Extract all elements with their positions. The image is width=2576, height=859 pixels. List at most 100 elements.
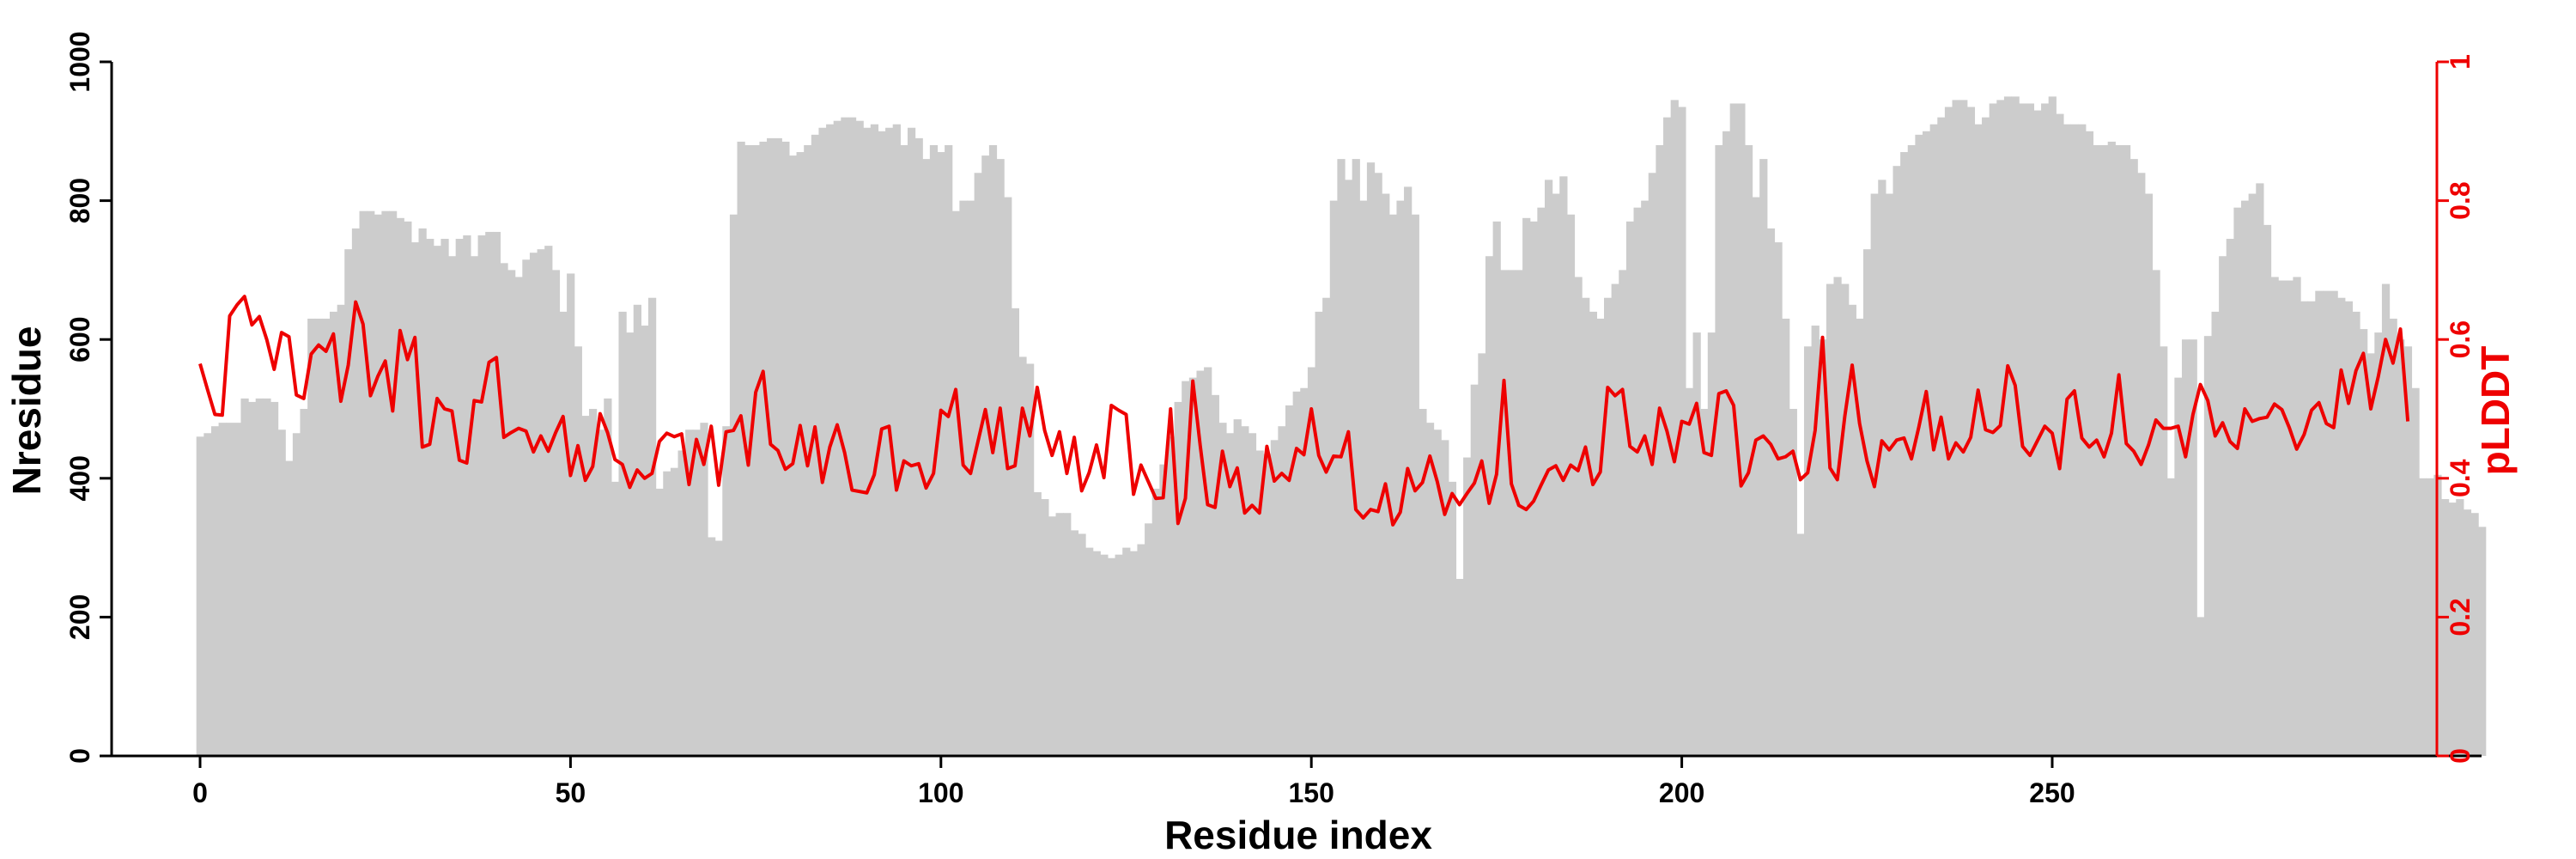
bar <box>774 137 782 756</box>
bar <box>1263 454 1272 756</box>
bar <box>1552 193 1560 756</box>
bar <box>314 318 323 756</box>
x-tick-label: 250 <box>2029 777 2075 808</box>
bar <box>2226 239 2234 756</box>
y2-tick-label: 0.6 <box>2445 320 2476 358</box>
bar <box>2196 617 2205 756</box>
bar <box>233 423 242 756</box>
bar <box>1292 391 1301 756</box>
bar <box>2330 290 2338 756</box>
bar <box>685 430 694 756</box>
bar <box>655 488 664 756</box>
bar <box>1315 311 1323 756</box>
bar <box>1026 363 1035 756</box>
bar <box>2256 183 2264 756</box>
bar <box>848 117 857 756</box>
bar <box>381 210 390 757</box>
bar <box>1455 578 1464 756</box>
bar <box>981 155 990 756</box>
bar <box>1159 464 1168 756</box>
bar <box>1329 200 1338 757</box>
bar <box>841 117 849 756</box>
bar <box>463 235 471 756</box>
bar <box>647 297 657 757</box>
bar <box>2360 329 2368 756</box>
bar <box>1359 200 1368 757</box>
bar <box>596 430 605 756</box>
bar <box>1692 332 1701 756</box>
bar <box>2448 503 2457 756</box>
bar <box>2203 336 2213 756</box>
bar <box>2174 377 2183 756</box>
y-axis-right: 0 0.2 0.4 0.6 0.8 1 <box>2435 54 2476 764</box>
bar <box>1166 436 1176 756</box>
y2-ticks: 0 0.2 0.4 0.6 0.8 1 <box>2437 54 2476 764</box>
bar <box>448 256 457 756</box>
bar <box>337 304 345 756</box>
bar <box>2160 346 2168 756</box>
y-ticks: 0 200 400 600 800 1000 <box>64 31 112 764</box>
bar <box>1196 370 1205 756</box>
bar <box>1811 326 1820 756</box>
bar <box>1707 332 1716 756</box>
bar <box>2270 277 2279 757</box>
bar <box>826 124 835 757</box>
bar <box>2019 103 2027 757</box>
bar <box>1974 124 1983 757</box>
bar <box>1515 270 1523 756</box>
bar <box>1241 426 1249 756</box>
y2-tick-label: 0.8 <box>2445 181 2476 219</box>
bar <box>1878 180 1886 757</box>
bar <box>2070 124 2079 757</box>
bar <box>1937 117 1946 756</box>
bar <box>929 144 939 756</box>
bar <box>2211 311 2220 756</box>
bar <box>1122 547 1131 756</box>
bar <box>522 259 531 756</box>
bar <box>2322 290 2331 756</box>
bar <box>270 401 279 756</box>
bar <box>1055 513 1064 756</box>
x-tick-label: 200 <box>1659 777 1704 808</box>
bar <box>2478 527 2487 756</box>
bar <box>1115 554 1123 756</box>
bar <box>1915 134 1923 757</box>
bar <box>1715 144 1723 756</box>
bar <box>1893 166 1901 756</box>
y-tick-label: 600 <box>64 317 95 362</box>
bar <box>818 127 827 756</box>
bar <box>855 120 864 756</box>
bar <box>1619 270 1627 756</box>
bar <box>1382 193 1390 756</box>
y2-axis-title: pLDDT <box>2473 346 2518 476</box>
y2-tick-label: 1 <box>2445 54 2476 70</box>
bar <box>210 426 220 756</box>
bar <box>878 131 886 757</box>
bar <box>2456 499 2464 756</box>
y2-tick-label: 0 <box>2445 748 2476 764</box>
bar <box>492 231 501 757</box>
bar <box>1989 103 1997 757</box>
bar <box>714 540 723 756</box>
bar <box>2263 224 2272 756</box>
bar <box>507 270 516 756</box>
bar <box>633 304 641 756</box>
bar <box>1529 221 1538 757</box>
bar <box>2181 339 2190 756</box>
bar <box>1566 214 1576 756</box>
bar <box>1952 100 1960 756</box>
bar <box>1470 384 1479 756</box>
bar <box>1300 387 1309 756</box>
bar <box>618 311 627 756</box>
bar <box>2041 103 2050 757</box>
bar <box>1982 117 1990 756</box>
bar <box>455 239 464 756</box>
bar <box>2063 124 2072 757</box>
bar <box>1596 318 1605 756</box>
bar <box>1448 481 1457 756</box>
bar <box>1944 107 1953 756</box>
bar <box>2248 193 2257 756</box>
x-tick-label: 100 <box>918 777 963 808</box>
x-tick-label: 150 <box>1289 777 1334 808</box>
bar <box>708 537 716 756</box>
